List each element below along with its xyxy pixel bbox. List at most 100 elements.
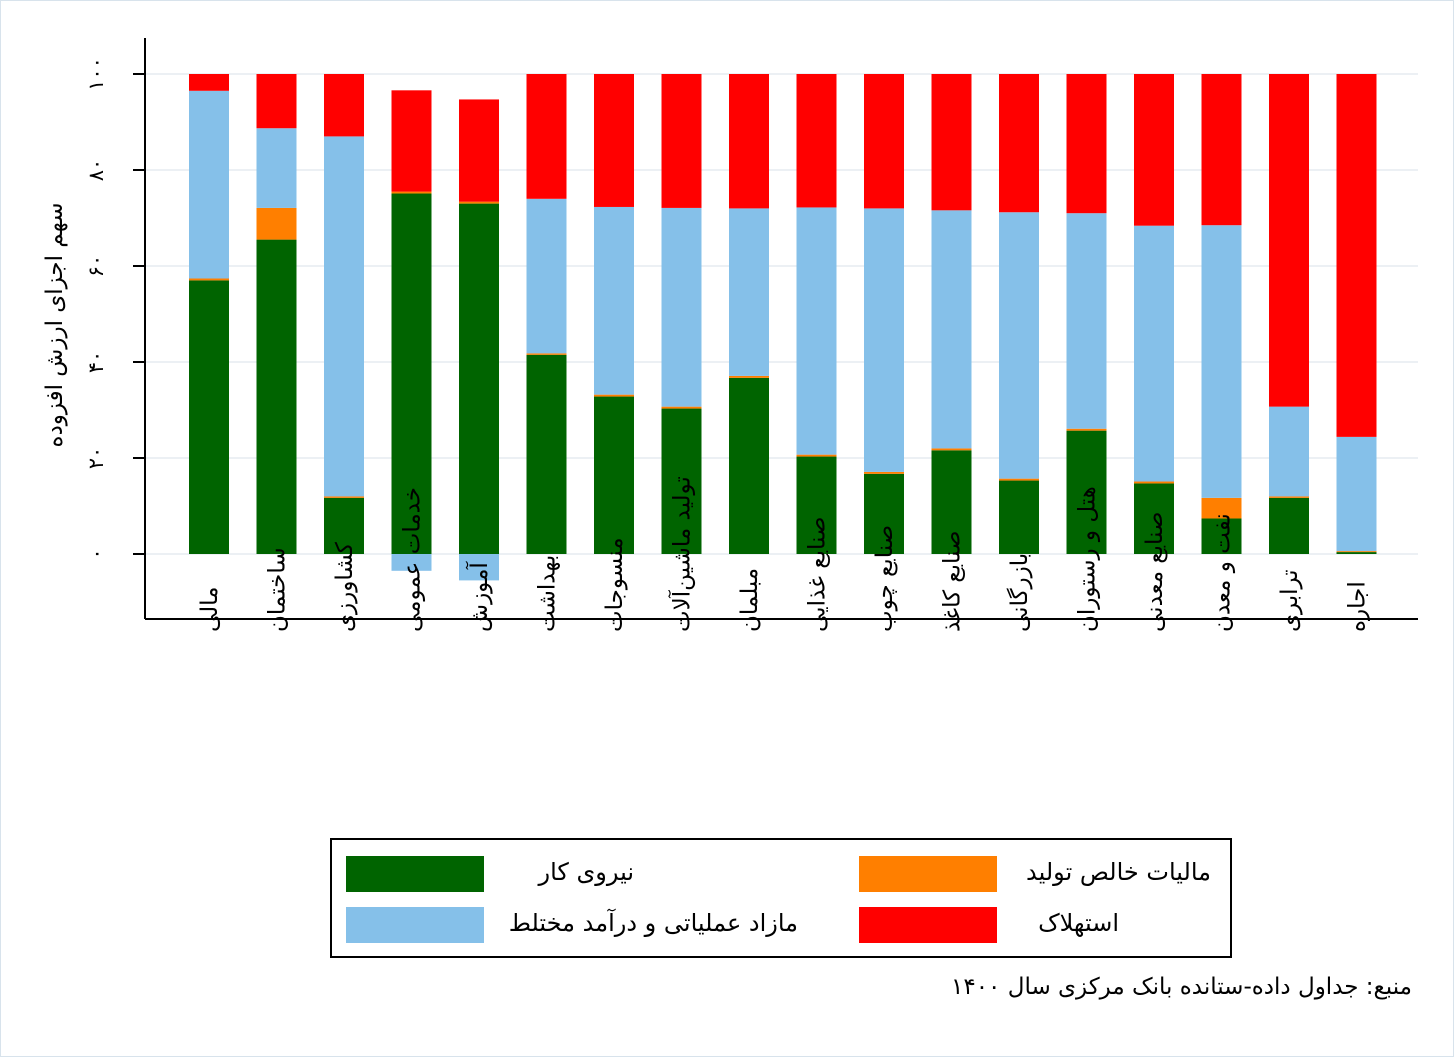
- bar-11-series-1: [931, 448, 972, 451]
- x-tick-label-9: صنایع غذایی: [805, 517, 831, 633]
- bar-1-series-1: [256, 207, 297, 240]
- bar-4-series-1: [459, 201, 499, 204]
- bar-2-series-3: [324, 74, 364, 137]
- bar-3-series-0: [391, 193, 432, 554]
- bar-1-series-0: [256, 239, 297, 554]
- bar-9-series-2: [796, 207, 837, 455]
- bar-12-series-2: [999, 212, 1039, 479]
- bar-10-series-1: [864, 471, 904, 474]
- x-tick-label-1: ساختمان: [265, 547, 291, 632]
- bar-14-series-0: [1134, 483, 1174, 554]
- bar-1-series-3: [256, 74, 297, 129]
- x-tick-label-14: صنایع معدنی: [1142, 512, 1168, 633]
- x-tick-label-6: منسوجات: [602, 537, 628, 632]
- bar-10-series-0: [864, 473, 904, 554]
- legend-item-operating-surplus: مازاد عملیاتی و درآمد مختلط: [346, 907, 806, 945]
- legend-swatch-labor: [346, 856, 484, 892]
- x-tick-label-5: بهداشت: [535, 555, 561, 632]
- bar-1-series-2: [256, 128, 297, 208]
- bar-5-series-0: [526, 354, 567, 554]
- bar-6-series-0: [594, 396, 634, 554]
- bar-13-series-3: [1066, 74, 1107, 214]
- y-axis-label: سهم اجزای ارزش افزوده: [42, 203, 68, 448]
- legend-item-labor: نیروی کار: [346, 856, 786, 894]
- x-tick-label-17: اجاره: [1345, 581, 1371, 632]
- x-tick-label-12: بازرگانی: [1006, 553, 1033, 632]
- x-tick-labels: مالی ساختمان کشاورزی خدمات عمومی آموزش بهداشت…: [197, 476, 1371, 632]
- bar-10-series-2: [864, 208, 904, 472]
- x-tick-label-4: آموزش: [465, 561, 493, 632]
- legend-item-depreciation: استهلاک: [859, 907, 1229, 945]
- x-tick-label-16: ترابری: [1277, 569, 1303, 632]
- x-tick-label-13: هتل و رستوران: [1075, 486, 1101, 632]
- bar-15-series-0: [1201, 518, 1242, 554]
- bar-3-series-1: [391, 191, 432, 194]
- x-tick-label-11: صنایع کاغذ: [940, 531, 966, 633]
- bar-0-series-1: [189, 278, 229, 281]
- bar-9-series-1: [796, 454, 837, 457]
- x-tick-label-8: مبلمان: [737, 568, 763, 632]
- bar-17-series-2: [1336, 436, 1377, 552]
- y-tick-label-80: ۸۰: [84, 159, 108, 182]
- x-tick-label-15: نفت و معدن: [1210, 513, 1236, 632]
- y-tick-label-100: ۱۰۰: [84, 57, 108, 91]
- bar-7-series-3: [661, 74, 702, 208]
- bar-11-series-0: [931, 450, 972, 554]
- bar-12-series-3: [999, 74, 1039, 213]
- bar-14-series-1: [1134, 481, 1174, 484]
- bar-2-series-2: [324, 136, 364, 497]
- bar-8-series-0: [729, 377, 769, 554]
- bar-13-series-0: [1066, 430, 1107, 554]
- x-tick-label-2: کشاورزی: [332, 542, 358, 632]
- y-tick-label-0: ۰: [84, 548, 108, 559]
- bars: [189, 74, 1377, 581]
- bar-4-series-3: [459, 99, 499, 202]
- bar-0-series-3: [189, 74, 229, 91]
- y-tick-label-60: ۶۰: [84, 255, 108, 278]
- bar-13-series-1: [1066, 428, 1107, 431]
- x-tick-label-3: خدمات عمومی: [400, 487, 426, 632]
- bar-8-series-3: [729, 74, 769, 209]
- bar-9-series-3: [796, 74, 837, 208]
- bar-17-series-3: [1336, 74, 1377, 437]
- stacked-bar-chart: ۰ ۲۰ ۴۰ ۶۰ ۸۰ ۱۰۰ مالی ساختمان کشاورزی خدمات عمو…: [42, 38, 1418, 632]
- bar-12-series-1: [999, 478, 1039, 481]
- bar-11-series-2: [931, 210, 972, 449]
- source-note: منبع: جداول داده-ستانده بانک مرکزی سال ۱…: [951, 974, 1412, 1000]
- bar-9-series-0: [796, 456, 837, 554]
- bar-6-series-2: [594, 206, 634, 395]
- bar-17-series-1: [1336, 551, 1377, 553]
- bar-16-series-0: [1269, 497, 1309, 554]
- legend-label-depreciation: استهلاک: [1038, 909, 1119, 937]
- bar-8-series-2: [729, 208, 769, 376]
- bar-7-series-0: [661, 408, 702, 554]
- bar-16-series-2: [1269, 406, 1309, 497]
- bar-8-series-1: [729, 375, 769, 378]
- bar-4-series-2: [459, 554, 499, 581]
- legend-label-net-tax: مالیات خالص تولید: [1026, 858, 1211, 886]
- legend-label-operating-surplus: مازاد عملیاتی و درآمد مختلط: [508, 909, 798, 937]
- bar-7-series-2: [661, 207, 702, 407]
- bar-11-series-3: [931, 74, 972, 211]
- bar-5-series-1: [526, 353, 567, 355]
- x-tick-label-10: صنایع چوب: [872, 525, 898, 632]
- bar-6-series-3: [594, 74, 634, 207]
- y-tick-label-40: ۴۰: [84, 351, 108, 374]
- bar-7-series-1: [661, 406, 702, 409]
- bar-10-series-3: [864, 74, 904, 209]
- legend-swatch-operating-surplus: [346, 907, 484, 943]
- legend-label-labor: نیروی کار: [538, 858, 635, 886]
- legend-swatch-depreciation: [859, 907, 997, 943]
- legend-item-net-tax: مالیات خالص تولید: [859, 856, 1229, 894]
- axes: [133, 38, 1418, 620]
- legend: نیروی کار مالیات خالص تولید مازاد عملیات…: [330, 838, 1232, 958]
- legend-swatch-net-tax: [859, 856, 997, 892]
- bar-2-series-1: [324, 496, 364, 498]
- bar-14-series-2: [1134, 225, 1174, 482]
- x-tick-label-7: تولید ماشین‌آلات: [668, 476, 696, 632]
- bar-4-series-0: [459, 203, 499, 554]
- bar-15-series-1: [1201, 497, 1242, 519]
- bar-5-series-2: [526, 198, 567, 354]
- bar-0-series-0: [189, 280, 229, 554]
